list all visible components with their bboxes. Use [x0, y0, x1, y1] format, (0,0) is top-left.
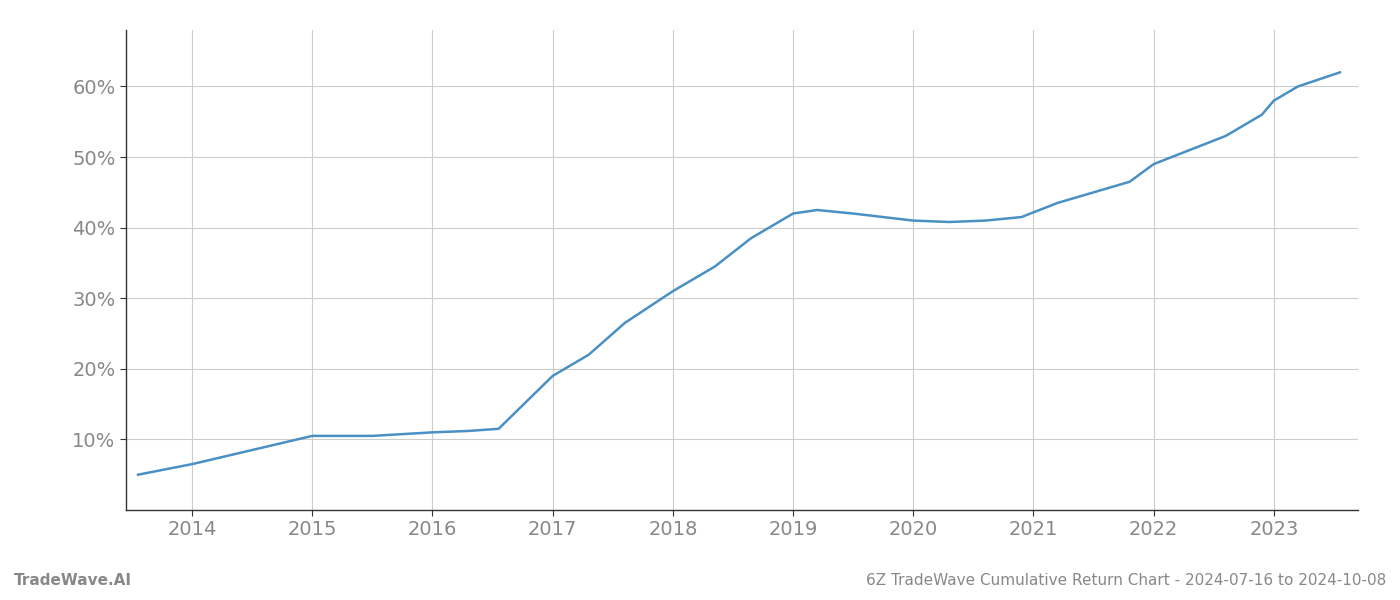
Text: TradeWave.AI: TradeWave.AI	[14, 573, 132, 588]
Text: 6Z TradeWave Cumulative Return Chart - 2024-07-16 to 2024-10-08: 6Z TradeWave Cumulative Return Chart - 2…	[865, 573, 1386, 588]
